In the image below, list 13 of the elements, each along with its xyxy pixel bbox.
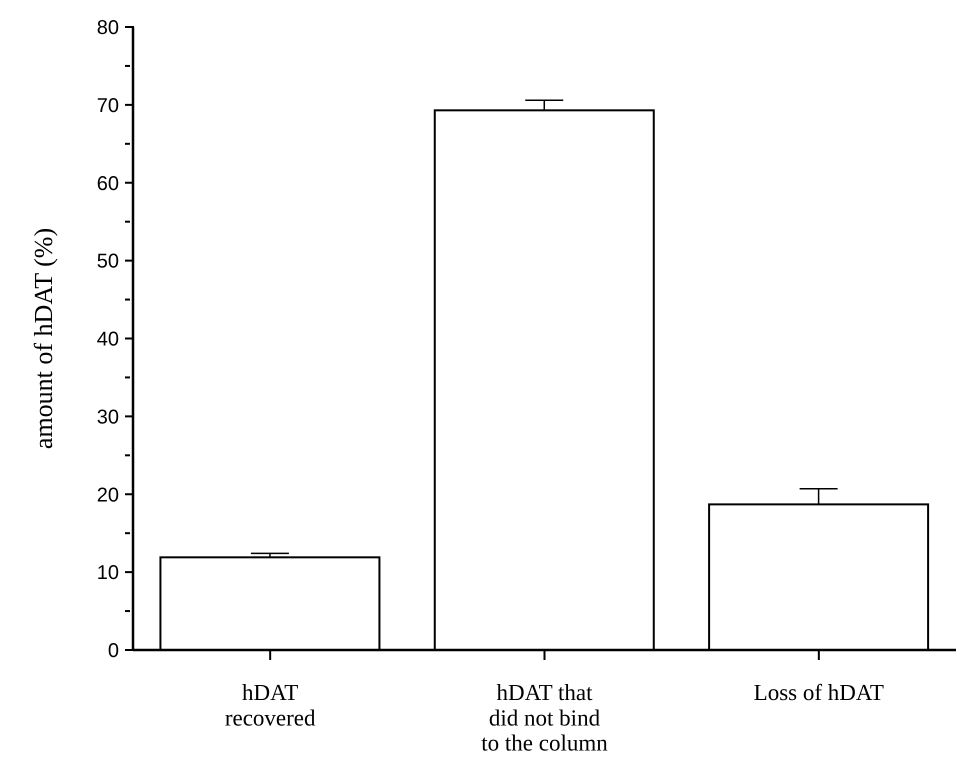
y-tick-label: 30 [96,406,119,428]
y-tick-label: 50 [96,250,119,273]
x-tick-label: hDAT that did not bind to the column [481,680,608,756]
y-tick-label: 10 [96,562,119,584]
x-tick-label: Loss of hDAT [754,680,884,706]
y-tick-label: 40 [96,328,119,350]
y-tick-label: 80 [96,17,119,39]
y-tick-label: 60 [96,172,119,195]
x-tick-label: hDAT recovered [224,680,316,730]
y-tick-label: 70 [96,94,119,117]
y-tick-label: 0 [108,640,119,662]
y-axis-title: amount of hDAT (%) [29,228,58,450]
y-tick-label: 20 [96,484,119,506]
